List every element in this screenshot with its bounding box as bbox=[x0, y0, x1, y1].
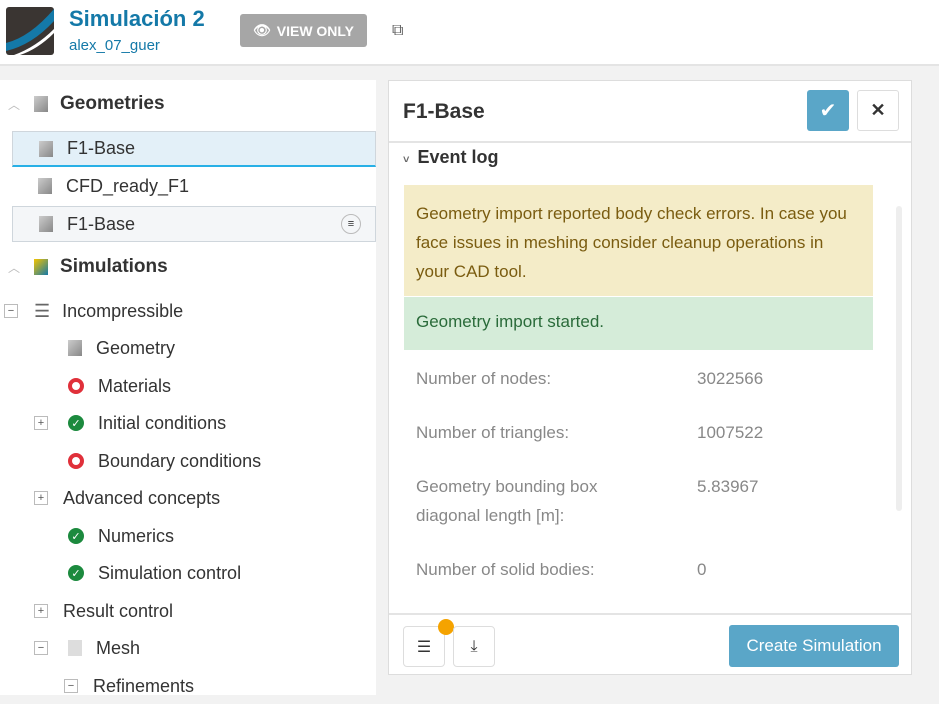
collapse-icon[interactable]: − bbox=[34, 641, 48, 655]
check-icon: ✓ bbox=[68, 415, 84, 431]
scrollbar[interactable] bbox=[896, 206, 902, 511]
chevron-up-icon: ︿ bbox=[8, 260, 21, 275]
expand-icon[interactable]: + bbox=[34, 416, 48, 430]
tree-item-initial-conditions[interactable]: + ✓ Initial conditions bbox=[34, 405, 226, 441]
geometry-label: F1-Base bbox=[67, 138, 136, 158]
item-label: Geometry bbox=[96, 337, 176, 358]
item-label: Incompressible bbox=[62, 300, 184, 321]
notification-dot bbox=[438, 619, 454, 635]
expand-icon[interactable]: + bbox=[34, 604, 48, 618]
item-label: Mesh bbox=[96, 637, 141, 658]
chevron-down-icon: ˅ bbox=[403, 154, 410, 166]
geometry-panel: F1-Base ✔ ✕ ˅ Event log Geometry import r… bbox=[388, 80, 912, 675]
geometry-item[interactable]: F1-Base bbox=[12, 131, 376, 167]
tree-item-simulation-control[interactable]: ✓ Simulation control bbox=[68, 555, 241, 591]
geometries-header[interactable]: ︿ Geometries bbox=[8, 86, 165, 122]
item-label: Initial conditions bbox=[98, 412, 227, 433]
chevron-up-icon: ︿ bbox=[8, 97, 21, 112]
tree-item-mesh[interactable]: − Mesh bbox=[34, 630, 140, 666]
expand-icon[interactable]: + bbox=[34, 491, 48, 505]
list-icon: ☰ bbox=[416, 638, 432, 656]
geometry-ok-icon bbox=[68, 340, 82, 356]
collapse-icon[interactable]: − bbox=[4, 304, 18, 318]
geometries-label: Geometries bbox=[60, 93, 165, 114]
view-only-label: VIEW ONLY bbox=[276, 22, 355, 39]
stat-value: 3022566 bbox=[697, 369, 764, 388]
mesh-error-icon bbox=[68, 640, 82, 656]
stat-value: 0 bbox=[697, 560, 707, 579]
header: Simulación 2 alex_07_guer 👁 VIEW ONLY ⧉ bbox=[0, 0, 939, 66]
cubes-icon bbox=[34, 96, 49, 112]
event-log-button[interactable]: ☰ bbox=[403, 619, 454, 667]
check-icon: ✓ bbox=[68, 565, 84, 581]
project-owner[interactable]: alex_07_guer bbox=[69, 37, 160, 54]
error-circle-icon bbox=[68, 453, 84, 469]
stat-label: Number of nodes: bbox=[416, 369, 552, 388]
copy-icon[interactable]: ⧉ bbox=[392, 22, 404, 39]
info-message: Geometry import started. bbox=[404, 297, 873, 350]
stat-value: 1007522 bbox=[697, 423, 764, 442]
simulations-icon bbox=[34, 259, 49, 275]
menu-icon[interactable]: ≡ bbox=[341, 214, 361, 234]
stat-label: Number of triangles: bbox=[416, 423, 570, 442]
app-logo[interactable] bbox=[6, 7, 54, 55]
stat-value: 5.83967 bbox=[697, 477, 759, 496]
geometry-label: F1-Base bbox=[67, 213, 136, 234]
error-circle-icon bbox=[68, 378, 84, 394]
collapse-icon[interactable]: − bbox=[64, 679, 78, 693]
warning-message: Geometry import reported body check erro… bbox=[404, 185, 873, 296]
item-label: Result control bbox=[63, 600, 174, 621]
cube-icon bbox=[39, 140, 53, 157]
download-button[interactable]: ⤓ bbox=[453, 626, 495, 667]
simulations-header[interactable]: ︿ Simulations bbox=[8, 249, 168, 285]
stat-label: Number of solid bodies: bbox=[416, 560, 595, 579]
panel-footer: ☰ ⤓ Create Simulation bbox=[389, 613, 911, 675]
cube-icon bbox=[39, 216, 53, 232]
download-icon: ⤓ bbox=[470, 637, 478, 655]
confirm-button[interactable]: ✔ bbox=[807, 90, 849, 131]
cube-icon bbox=[38, 178, 52, 194]
tree-item-incompressible[interactable]: − ☰ Incompressible bbox=[4, 293, 183, 329]
item-label: Numerics bbox=[98, 525, 175, 546]
eye-icon: 👁 bbox=[252, 22, 271, 38]
list-icon: ☰ bbox=[34, 300, 51, 321]
tree-item-geometry[interactable]: Geometry bbox=[68, 330, 175, 366]
simulations-label: Simulations bbox=[60, 256, 168, 277]
close-button[interactable]: ✕ bbox=[857, 90, 899, 131]
item-label: Boundary conditions bbox=[98, 450, 262, 471]
geometry-item[interactable]: F1-Base ≡ bbox=[12, 206, 376, 242]
tree-item-result-control[interactable]: + Result control bbox=[34, 593, 173, 629]
item-label: Advanced concepts bbox=[63, 487, 221, 508]
panel-title: F1-Base bbox=[403, 100, 485, 123]
project-title: Simulación 2 bbox=[69, 6, 205, 31]
tree-item-materials[interactable]: Materials bbox=[68, 368, 171, 404]
geometry-label: CFD_ready_F1 bbox=[66, 175, 190, 196]
check-icon: ✓ bbox=[68, 528, 84, 544]
view-only-badge: 👁 VIEW ONLY bbox=[240, 14, 367, 47]
create-simulation-button[interactable]: Create Simulation bbox=[729, 625, 899, 667]
geometry-item[interactable]: CFD_ready_F1 bbox=[12, 168, 189, 204]
event-log-label: Event log bbox=[417, 147, 499, 167]
tree-item-advanced-concepts[interactable]: + Advanced concepts bbox=[34, 480, 220, 516]
tree-item-numerics[interactable]: ✓ Numerics bbox=[68, 518, 174, 554]
simulation-tree: ︿ Geometries F1-Base CFD_ready_F1 F1-Base… bbox=[0, 80, 376, 696]
tree-item-refinements[interactable]: − Refinements bbox=[64, 668, 194, 704]
item-label: Refinements bbox=[93, 675, 195, 696]
event-log-toggle[interactable]: ˅ Event log bbox=[403, 147, 498, 168]
item-label: Simulation control bbox=[98, 562, 242, 583]
stat-label: Geometry bounding box diagonal length [m… bbox=[416, 477, 598, 525]
tree-item-boundary-conditions[interactable]: Boundary conditions bbox=[68, 443, 261, 479]
item-label: Materials bbox=[98, 375, 172, 396]
